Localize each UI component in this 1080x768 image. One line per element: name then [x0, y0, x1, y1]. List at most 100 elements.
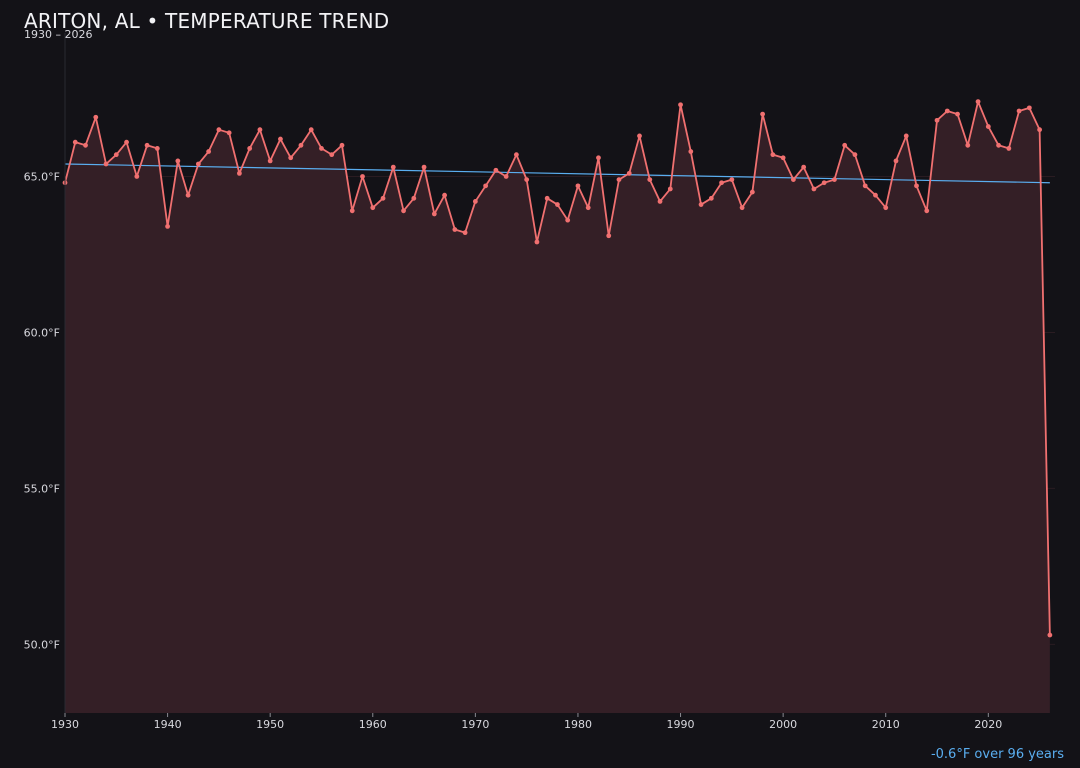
x-tick-label: 2020 — [974, 718, 1002, 731]
x-tick-label: 1960 — [359, 718, 387, 731]
data-point — [237, 170, 242, 176]
x-tick-label: 1980 — [564, 718, 592, 731]
data-point — [770, 152, 776, 158]
data-point — [801, 164, 807, 170]
data-point — [719, 180, 724, 186]
data-point — [1026, 105, 1032, 111]
data-point — [893, 158, 899, 164]
data-point — [103, 161, 109, 167]
data-point — [534, 239, 540, 245]
data-point — [513, 152, 519, 158]
data-point — [790, 177, 796, 183]
data-point — [924, 208, 930, 214]
data-point — [442, 192, 447, 198]
data-point — [185, 192, 191, 198]
data-point — [985, 124, 991, 129]
data-point — [821, 180, 827, 186]
y-tick-label: 55.0°F — [24, 482, 60, 495]
data-point — [257, 127, 263, 133]
y-tick-label: 50.0°F — [24, 638, 60, 651]
data-point — [688, 149, 694, 154]
data-point — [370, 205, 376, 211]
data-point — [503, 174, 509, 179]
data-point — [380, 195, 386, 201]
data-point — [842, 142, 848, 148]
data-point — [585, 205, 591, 211]
data-point — [93, 114, 99, 120]
data-point — [165, 223, 170, 229]
data-point — [226, 130, 232, 136]
data-point — [339, 142, 345, 148]
data-point — [565, 217, 571, 223]
data-point — [955, 111, 960, 117]
data-point — [288, 155, 294, 161]
data-point — [780, 155, 786, 161]
chart-subtitle: 1930 – 2026 — [24, 28, 93, 41]
data-point — [483, 183, 489, 189]
data-point — [401, 208, 406, 214]
data-point — [1006, 146, 1012, 151]
data-point — [349, 208, 355, 214]
data-point — [298, 142, 304, 148]
data-point — [606, 233, 612, 239]
data-point — [421, 164, 427, 170]
data-point — [308, 127, 314, 133]
x-axis-ticks: 1930 1940 1950 1960 1970 1980 1990 2000 2010 2020 — [51, 713, 1002, 731]
data-point — [657, 199, 663, 204]
data-point — [708, 195, 714, 201]
data-point — [832, 177, 837, 183]
x-tick-label: 1940 — [154, 718, 182, 731]
data-point — [72, 139, 78, 145]
data-point — [360, 174, 365, 179]
y-tick-label: 60.0°F — [24, 326, 60, 339]
trend-line — [64, 163, 1050, 184]
data-point — [944, 108, 950, 114]
data-point — [975, 99, 981, 105]
data-point — [154, 146, 160, 151]
data-point — [124, 139, 129, 145]
data-point — [749, 189, 755, 195]
data-point — [729, 177, 735, 183]
data-point — [903, 133, 909, 139]
x-tick-label: 1930 — [51, 718, 79, 731]
x-tick-label: 1990 — [667, 718, 695, 731]
data-point — [493, 167, 499, 173]
data-point — [524, 177, 530, 183]
data-point — [852, 152, 858, 158]
data-point — [934, 117, 940, 123]
data-point — [544, 195, 550, 201]
x-tick-label: 2000 — [769, 718, 797, 731]
data-point — [637, 133, 642, 139]
data-point — [626, 170, 632, 176]
data-point — [873, 192, 878, 198]
x-tick-label: 1950 — [256, 718, 284, 731]
y-tick-label: 65.0°F — [24, 170, 60, 183]
data-point — [678, 102, 683, 108]
data-point — [1037, 127, 1043, 133]
data-point — [462, 230, 468, 236]
data-point — [247, 146, 253, 151]
data-point — [739, 205, 745, 211]
data-point — [452, 227, 458, 232]
temperature-area — [65, 101, 1050, 714]
data-point — [329, 152, 335, 158]
x-tick-label: 2010 — [872, 718, 900, 731]
x-tick-label: 1970 — [461, 718, 489, 731]
data-point — [216, 127, 222, 133]
y-axis-ticks: 50.0°F 55.0°F 60.0°F 65.0°F — [24, 170, 60, 651]
data-point — [965, 142, 971, 148]
data-point — [206, 149, 212, 154]
data-points — [62, 99, 1053, 638]
data-point — [195, 161, 201, 167]
data-point — [698, 202, 704, 207]
data-point — [1047, 632, 1053, 638]
data-point — [647, 177, 653, 183]
data-point — [862, 183, 868, 189]
data-point — [1016, 108, 1022, 114]
data-point — [319, 146, 324, 151]
data-point — [134, 174, 140, 179]
data-point — [267, 158, 273, 164]
chart-title: ARITON, AL • TEMPERATURE TREND — [24, 9, 390, 33]
data-point — [760, 111, 766, 117]
